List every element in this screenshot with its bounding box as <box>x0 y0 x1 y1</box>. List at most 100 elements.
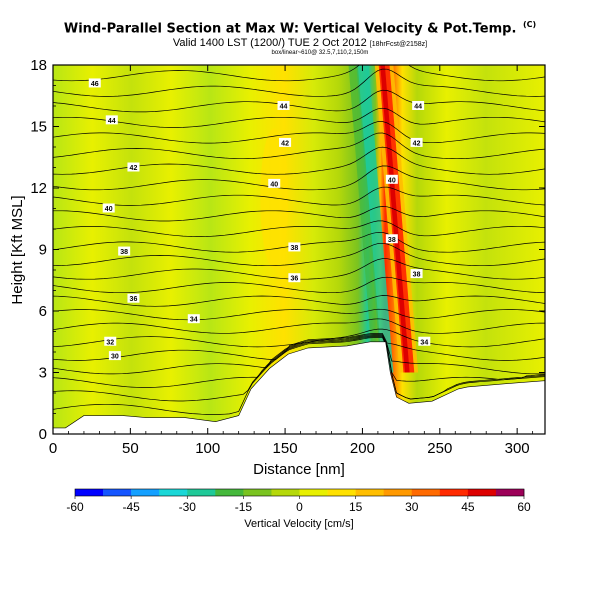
theta-contour <box>53 68 545 97</box>
contour-label: 44 <box>280 104 288 111</box>
theta-contour <box>53 328 545 348</box>
theta-contour <box>53 308 545 321</box>
colorbar-segment <box>355 489 384 496</box>
theta-contour <box>53 337 545 415</box>
colorbar-tick-label: 0 <box>296 500 303 514</box>
colorbar-segment <box>439 489 469 496</box>
colorbar-segment <box>243 489 272 496</box>
contour-label: 40 <box>388 177 396 184</box>
contour-label: 42 <box>413 140 421 147</box>
theta-contour <box>53 276 545 294</box>
copyright-mark: (C) <box>522 20 537 29</box>
contour-label: 44 <box>108 118 116 125</box>
contour-label-bg <box>279 137 292 147</box>
colorbar-tick-label: 60 <box>517 500 531 514</box>
colorbar-tick-label: -45 <box>122 500 140 514</box>
contour-label: 38 <box>290 245 298 252</box>
theta-contour <box>53 206 545 222</box>
contour-label-bg <box>127 293 140 303</box>
colorbar-segment <box>103 489 132 496</box>
colorbar-segment <box>383 489 413 496</box>
theta-contour <box>53 295 545 307</box>
contour-label: 32 <box>106 339 114 346</box>
colorbar-segment <box>467 489 497 496</box>
theta-contour <box>53 333 545 361</box>
colorbar-label: Vertical Velocity [cm/s] <box>244 518 353 530</box>
colorbar-segment <box>495 489 525 496</box>
y-tick-label: 0 <box>39 426 47 443</box>
chart-title: Wind-Parallel Section at Max W: Vertical… <box>0 20 600 36</box>
theta-contour <box>53 132 545 160</box>
contour-label-bg <box>102 203 115 213</box>
theta-contour <box>53 107 545 128</box>
y-tick-label: 6 <box>39 303 47 320</box>
contour-label-bg <box>187 314 200 324</box>
colorbar-tick-label: -15 <box>235 500 253 514</box>
colorbar-tick-label: 30 <box>405 500 419 514</box>
x-tick-label: 150 <box>273 440 298 457</box>
contour-label: 34 <box>420 339 428 346</box>
x-tick-label: 300 <box>505 440 530 457</box>
contour-label: 38 <box>120 249 128 256</box>
colorbar-tick-label: -30 <box>179 500 197 514</box>
theta-contour <box>53 220 545 237</box>
y-tick-label: 9 <box>39 242 47 259</box>
title-text: Wind-Parallel Section at Max W: Vertical… <box>63 21 517 37</box>
colorbar-segment <box>411 489 441 496</box>
terrain-mask <box>53 341 545 434</box>
plot-area: 46 44 42 40 38 36 34 32 30 44 42 40 38 36 44 42 40 38 38 34 <box>53 65 545 434</box>
x-tick-label: 200 <box>350 440 375 457</box>
contour-label-bg <box>268 178 281 188</box>
x-axis: 0 50 100 150 200 250 300 <box>49 65 534 457</box>
theta-contour <box>53 318 545 334</box>
y-axis-label: Height [Kft MSL] <box>9 195 26 304</box>
contour-label-bg <box>277 101 290 110</box>
subtitle-valid-time: Valid 1400 LST (1200/) TUE 2 Oct 2012 <box>172 37 367 49</box>
theta-contour <box>53 186 545 206</box>
colorbar-segment <box>75 489 104 496</box>
contour-label-bg <box>88 78 101 88</box>
chart-subtitle: Valid 1400 LST (1200/) TUE 2 Oct 2012 [1… <box>0 37 600 49</box>
contour-label: 46 <box>91 81 99 88</box>
contour-label: 40 <box>270 181 278 188</box>
y-tick-label: 15 <box>30 119 47 136</box>
colorbar-segment <box>131 489 160 496</box>
theta-contour <box>53 121 545 144</box>
contour-labels: 46 44 42 40 38 36 34 32 30 44 42 40 38 36 44 42 40 38 38 34 <box>88 78 431 361</box>
contour-label-bg <box>418 336 431 346</box>
contour-label-bg <box>108 351 121 361</box>
colorbar-tick-label: 45 <box>461 500 475 514</box>
colorbar-tick-label: 15 <box>349 500 363 514</box>
theta-contour <box>53 165 545 191</box>
contour-label: 38 <box>388 237 396 244</box>
x-tick-label: 50 <box>122 440 139 457</box>
contour-label: 42 <box>281 140 289 147</box>
theta-contour <box>53 89 545 113</box>
x-tick-label: 250 <box>427 440 452 457</box>
contour-label-bg <box>412 101 425 110</box>
contour-label-bg <box>118 246 131 256</box>
colorbar-tick-label: -60 <box>66 500 84 514</box>
updraft-peak <box>380 65 410 373</box>
colorbar-segment <box>327 489 356 496</box>
subtitle-forecast: [18hrFcst@2158z] <box>369 41 428 48</box>
y-tick-label: 3 <box>39 365 47 382</box>
colorbar-segment <box>215 489 244 496</box>
contour-label-bg <box>385 174 398 184</box>
contour-label: 36 <box>130 296 138 303</box>
contour-label: 40 <box>105 206 113 213</box>
x-axis-label: Distance [nm] <box>253 461 345 478</box>
x-tick-label: 0 <box>49 440 57 457</box>
colorbar: -60 -45 -30 -15 0 15 30 45 60 <box>66 488 531 514</box>
theta-contour <box>53 335 545 388</box>
x-tick-label: 100 <box>195 440 220 457</box>
y-tick-label: 18 <box>30 57 47 74</box>
colorbar-segment <box>187 489 216 496</box>
contour-label-bg <box>127 162 140 172</box>
colorbar-segment <box>271 489 300 496</box>
theta-contour <box>53 336 545 402</box>
contour-label-bg <box>288 273 301 283</box>
contour-label-bg <box>105 115 118 125</box>
